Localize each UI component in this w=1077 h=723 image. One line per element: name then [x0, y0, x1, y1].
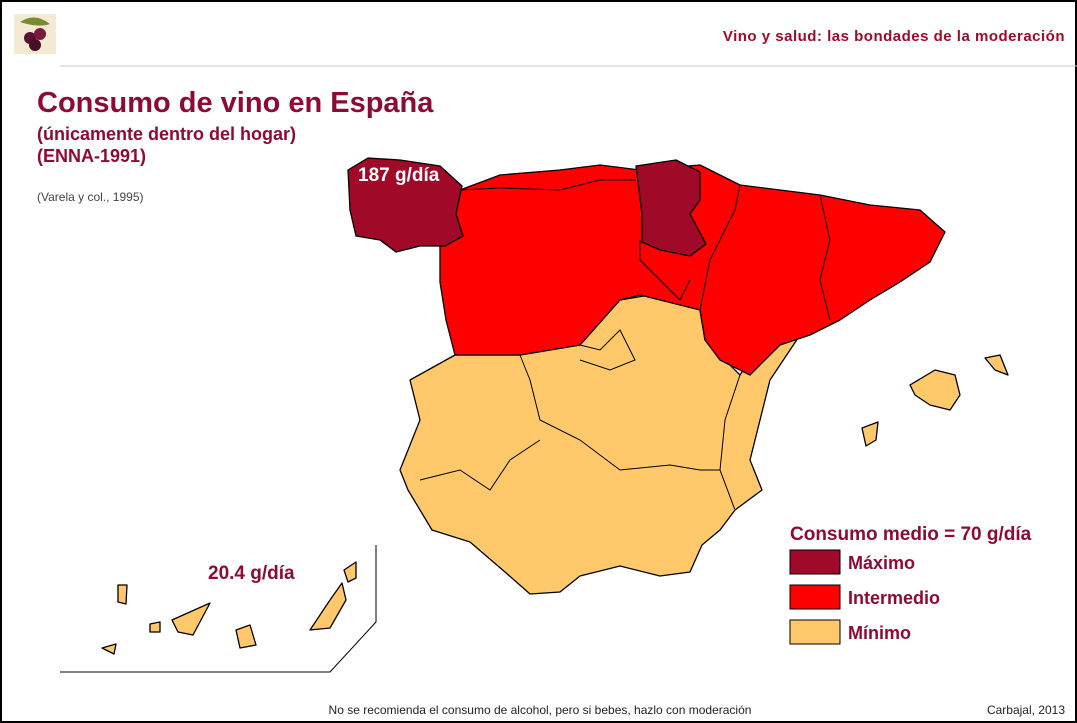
subtitle: (únicamente dentro del hogar) — [37, 124, 296, 144]
legend-label: Mínimo — [848, 623, 911, 643]
subtitle: (ENNA-1991) — [37, 146, 146, 166]
region-border — [639, 240, 691, 301]
source: (Varela y col., 1995) — [37, 190, 144, 204]
legend-label: Máximo — [848, 553, 915, 573]
region-minimo — [984, 354, 1009, 376]
region-minimo — [101, 643, 117, 655]
region-minimo — [909, 369, 961, 411]
logo — [14, 14, 56, 54]
region-minimo — [235, 624, 257, 649]
region-border — [579, 329, 636, 371]
region-maximo — [635, 159, 707, 257]
region-minimo — [861, 421, 879, 447]
canarias-frame — [60, 545, 377, 673]
region-border — [699, 184, 741, 311]
region-minimo — [149, 621, 161, 633]
region-maximo — [347, 157, 464, 253]
legend: Máximo Intermedio Mínimo — [789, 549, 940, 645]
region-minimo — [117, 584, 128, 605]
map — [60, 157, 1009, 673]
region-border — [719, 374, 741, 511]
region-border — [519, 354, 720, 471]
region-border — [419, 439, 541, 491]
region-border — [459, 179, 636, 191]
legend-swatch — [789, 549, 841, 575]
header-title: Vino y salud: las bondades de la moderac… — [723, 28, 1065, 45]
map-label: 187 g/día — [358, 165, 440, 186]
title: Consumo de vino en España — [37, 87, 434, 119]
footer-note: No se recomienda el consumo de alcohol, … — [329, 703, 752, 717]
legend-label: Intermedio — [848, 588, 940, 608]
region-minimo — [343, 561, 357, 583]
map-label: 20.4 g/día — [208, 563, 295, 584]
region-border — [819, 194, 831, 321]
footer-credit: Carbajal, 2013 — [987, 703, 1065, 717]
legend-swatch — [789, 619, 841, 645]
region-minimo — [309, 582, 347, 631]
legend-title: Consumo medio = 70 g/día — [790, 524, 1032, 545]
legend-swatch — [789, 584, 841, 610]
region-minimo — [171, 602, 211, 636]
region-intermedio — [439, 164, 946, 376]
